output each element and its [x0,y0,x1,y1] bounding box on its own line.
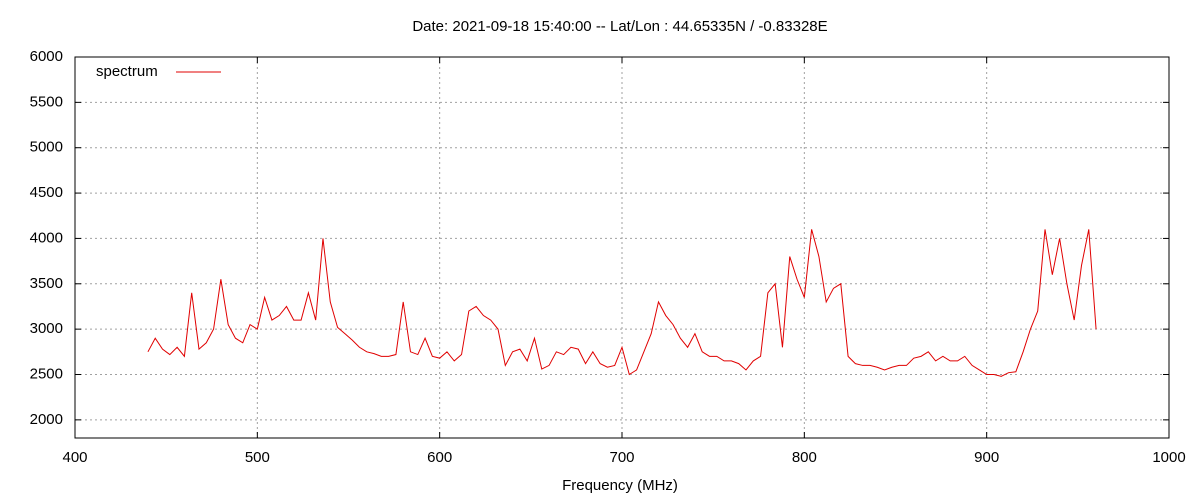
y-tick-label: 6000 [30,48,63,65]
chart-title: Date: 2021-09-18 15:40:00 -- Lat/Lon : 4… [412,18,827,35]
x-tick-label: 400 [62,449,87,466]
x-tick-label: 800 [792,449,817,466]
plot-frame [74,56,1170,439]
y-tick-label: 5500 [30,93,63,110]
y-tick-label: 2000 [30,411,63,428]
y-tick-label: 2500 [30,365,63,382]
x-tick-label: 1000 [1152,449,1185,466]
y-tick-label: 4000 [30,229,63,246]
legend-label: spectrum [96,63,158,80]
spectrum-line [147,229,1097,377]
x-axis-label: Frequency (MHz) [562,477,678,494]
x-tick-label: 700 [609,449,634,466]
y-tick-label: 5000 [30,139,63,156]
x-tick-label: 600 [427,449,452,466]
x-tick-label: 500 [245,449,270,466]
x-tick-label: 900 [974,449,999,466]
y-tick-label: 3000 [30,320,63,337]
y-tick-label: 3500 [30,275,63,292]
y-tick-label: 4500 [30,184,63,201]
